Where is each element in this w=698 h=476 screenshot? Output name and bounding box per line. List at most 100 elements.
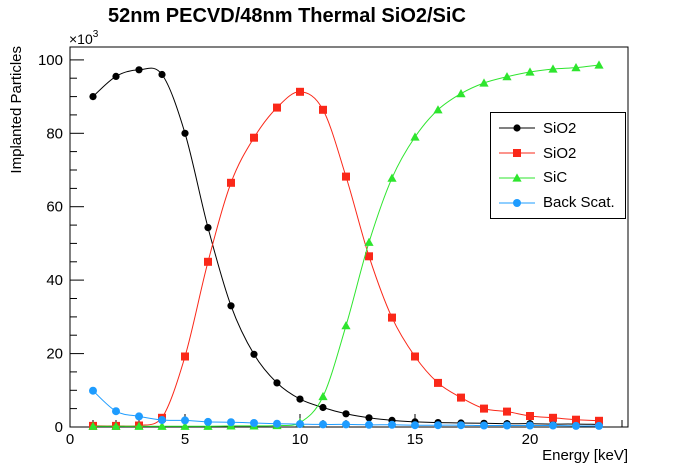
data-point-marker-triangle [341, 321, 351, 330]
data-point-marker-triangle [525, 67, 535, 76]
data-point-marker-circle [434, 421, 442, 430]
data-point-marker-square [365, 252, 373, 261]
data-point-marker-square [572, 415, 580, 424]
data-point-marker-triangle [134, 421, 144, 430]
data-point-marker-circle [526, 421, 534, 430]
data-point-marker-circle [227, 418, 235, 427]
data-point-marker-square [296, 87, 304, 96]
data-point-marker-circle [549, 421, 557, 430]
data-point-marker-triangle [548, 64, 558, 73]
data-point-marker-circle [296, 420, 304, 429]
data-point-marker-circle [411, 421, 419, 430]
data-point-marker-circle [158, 416, 166, 424]
data-point-marker-triangle [433, 105, 443, 114]
x-tick-label: 20 [522, 431, 539, 448]
legend-entry-0: SiO2 [498, 117, 623, 139]
y-tick-label: 80 [46, 125, 63, 142]
legend-marker-triangle-icon [499, 173, 535, 182]
legend-entry-1: SiO2 [498, 142, 623, 164]
y-tick-label: 40 [46, 272, 63, 289]
y-tick-label: 100 [38, 52, 63, 69]
y-tick-label: 20 [46, 346, 63, 363]
data-point-marker-circle [319, 420, 327, 429]
chart-root: 0 5 10 15 20 0 20 40 60 80 100 [38, 46, 629, 448]
legend-entry-label: SiC [543, 169, 568, 187]
data-point-marker-triangle [364, 237, 374, 246]
data-point-marker-circle [595, 421, 603, 430]
data-point-marker-circle [319, 403, 327, 412]
data-point-marker-circle [273, 419, 281, 428]
data-point-marker-square [411, 352, 419, 361]
data-point-marker-circle [135, 412, 143, 421]
legend-entry-label: Back Scat. [543, 194, 615, 212]
data-point-marker-circle [204, 224, 212, 232]
data-point-marker-square [480, 404, 488, 413]
y-axis-multiplier: ×103 [69, 29, 99, 47]
chart-title: 52nm PECVD/48nm Thermal SiO2/SiC [108, 5, 466, 27]
data-point-marker-circle [513, 198, 521, 207]
legend-marker-circle-icon [499, 124, 535, 132]
legend-entry-2: SiC [498, 167, 623, 189]
data-point-marker-circle [342, 420, 350, 429]
data-point-marker-square [434, 378, 442, 387]
x-axis-title: Energy [keV] [542, 447, 628, 464]
data-point-marker-square [388, 313, 396, 322]
data-point-marker-circle [204, 417, 212, 426]
data-point-marker-circle [112, 72, 120, 80]
data-point-marker-circle [457, 421, 465, 430]
data-point-marker-circle [250, 350, 258, 358]
plot-frame [69, 46, 629, 428]
data-point-marker-square [513, 149, 521, 158]
data-point-marker-circle [296, 395, 304, 403]
data-point-marker-circle [135, 66, 143, 74]
data-point-marker-triangle [594, 60, 604, 69]
data-point-marker-circle [388, 420, 396, 429]
legend-entry-label: SiO2 [543, 144, 577, 162]
data-point-marker-triangle [318, 391, 328, 401]
data-point-marker-square [273, 103, 281, 112]
data-point-marker-circle [89, 93, 97, 101]
data-point-marker-triangle [456, 89, 466, 98]
data-point-marker-circle [365, 420, 373, 429]
legend-marker-circle-icon [499, 198, 535, 207]
data-point-marker-circle [342, 410, 350, 418]
data-point-marker-circle [250, 419, 258, 427]
x-tick-label: 15 [407, 431, 424, 448]
legend: SiO2 SiO2 SiC Back Scat. [490, 112, 626, 219]
data-point-marker-square [526, 412, 534, 420]
y-axis-multiplier-exponent: 3 [93, 29, 99, 40]
data-point-marker-triangle [410, 132, 420, 141]
x-tick-label: 5 [181, 431, 189, 448]
data-point-marker-triangle [479, 78, 489, 87]
data-point-marker-circle [572, 421, 580, 430]
data-point-marker-circle [158, 70, 166, 79]
data-point-marker-circle [181, 129, 189, 137]
data-point-marker-triangle [157, 421, 167, 430]
legend-marker-square-icon [499, 149, 535, 158]
data-point-marker-triangle [502, 72, 512, 81]
data-point-marker-triangle [571, 63, 581, 72]
data-point-marker-circle [112, 407, 120, 416]
data-point-marker-triangle [180, 421, 190, 430]
data-point-marker-square [250, 133, 258, 142]
data-point-marker-circle [480, 421, 488, 430]
data-point-marker-circle [365, 414, 373, 422]
data-point-marker-square [204, 257, 212, 266]
data-point-marker-circle [503, 421, 511, 430]
data-point-marker-square [342, 172, 350, 181]
data-point-marker-square [549, 413, 557, 422]
legend-entry-label: SiO2 [543, 119, 577, 137]
data-point-marker-square [227, 178, 235, 187]
data-point-marker-triangle [387, 173, 397, 182]
data-point-marker-square [181, 352, 189, 361]
data-point-marker-square [319, 105, 327, 114]
data-point-marker-circle [227, 302, 235, 310]
legend-entry-3: Back Scat. [498, 192, 623, 214]
data-point-marker-circle [513, 124, 521, 132]
series-back-scat--3 [89, 386, 603, 430]
data-point-marker-triangle [111, 421, 121, 430]
y-tick-label: 60 [46, 199, 63, 216]
data-point-marker-triangle [512, 173, 522, 182]
